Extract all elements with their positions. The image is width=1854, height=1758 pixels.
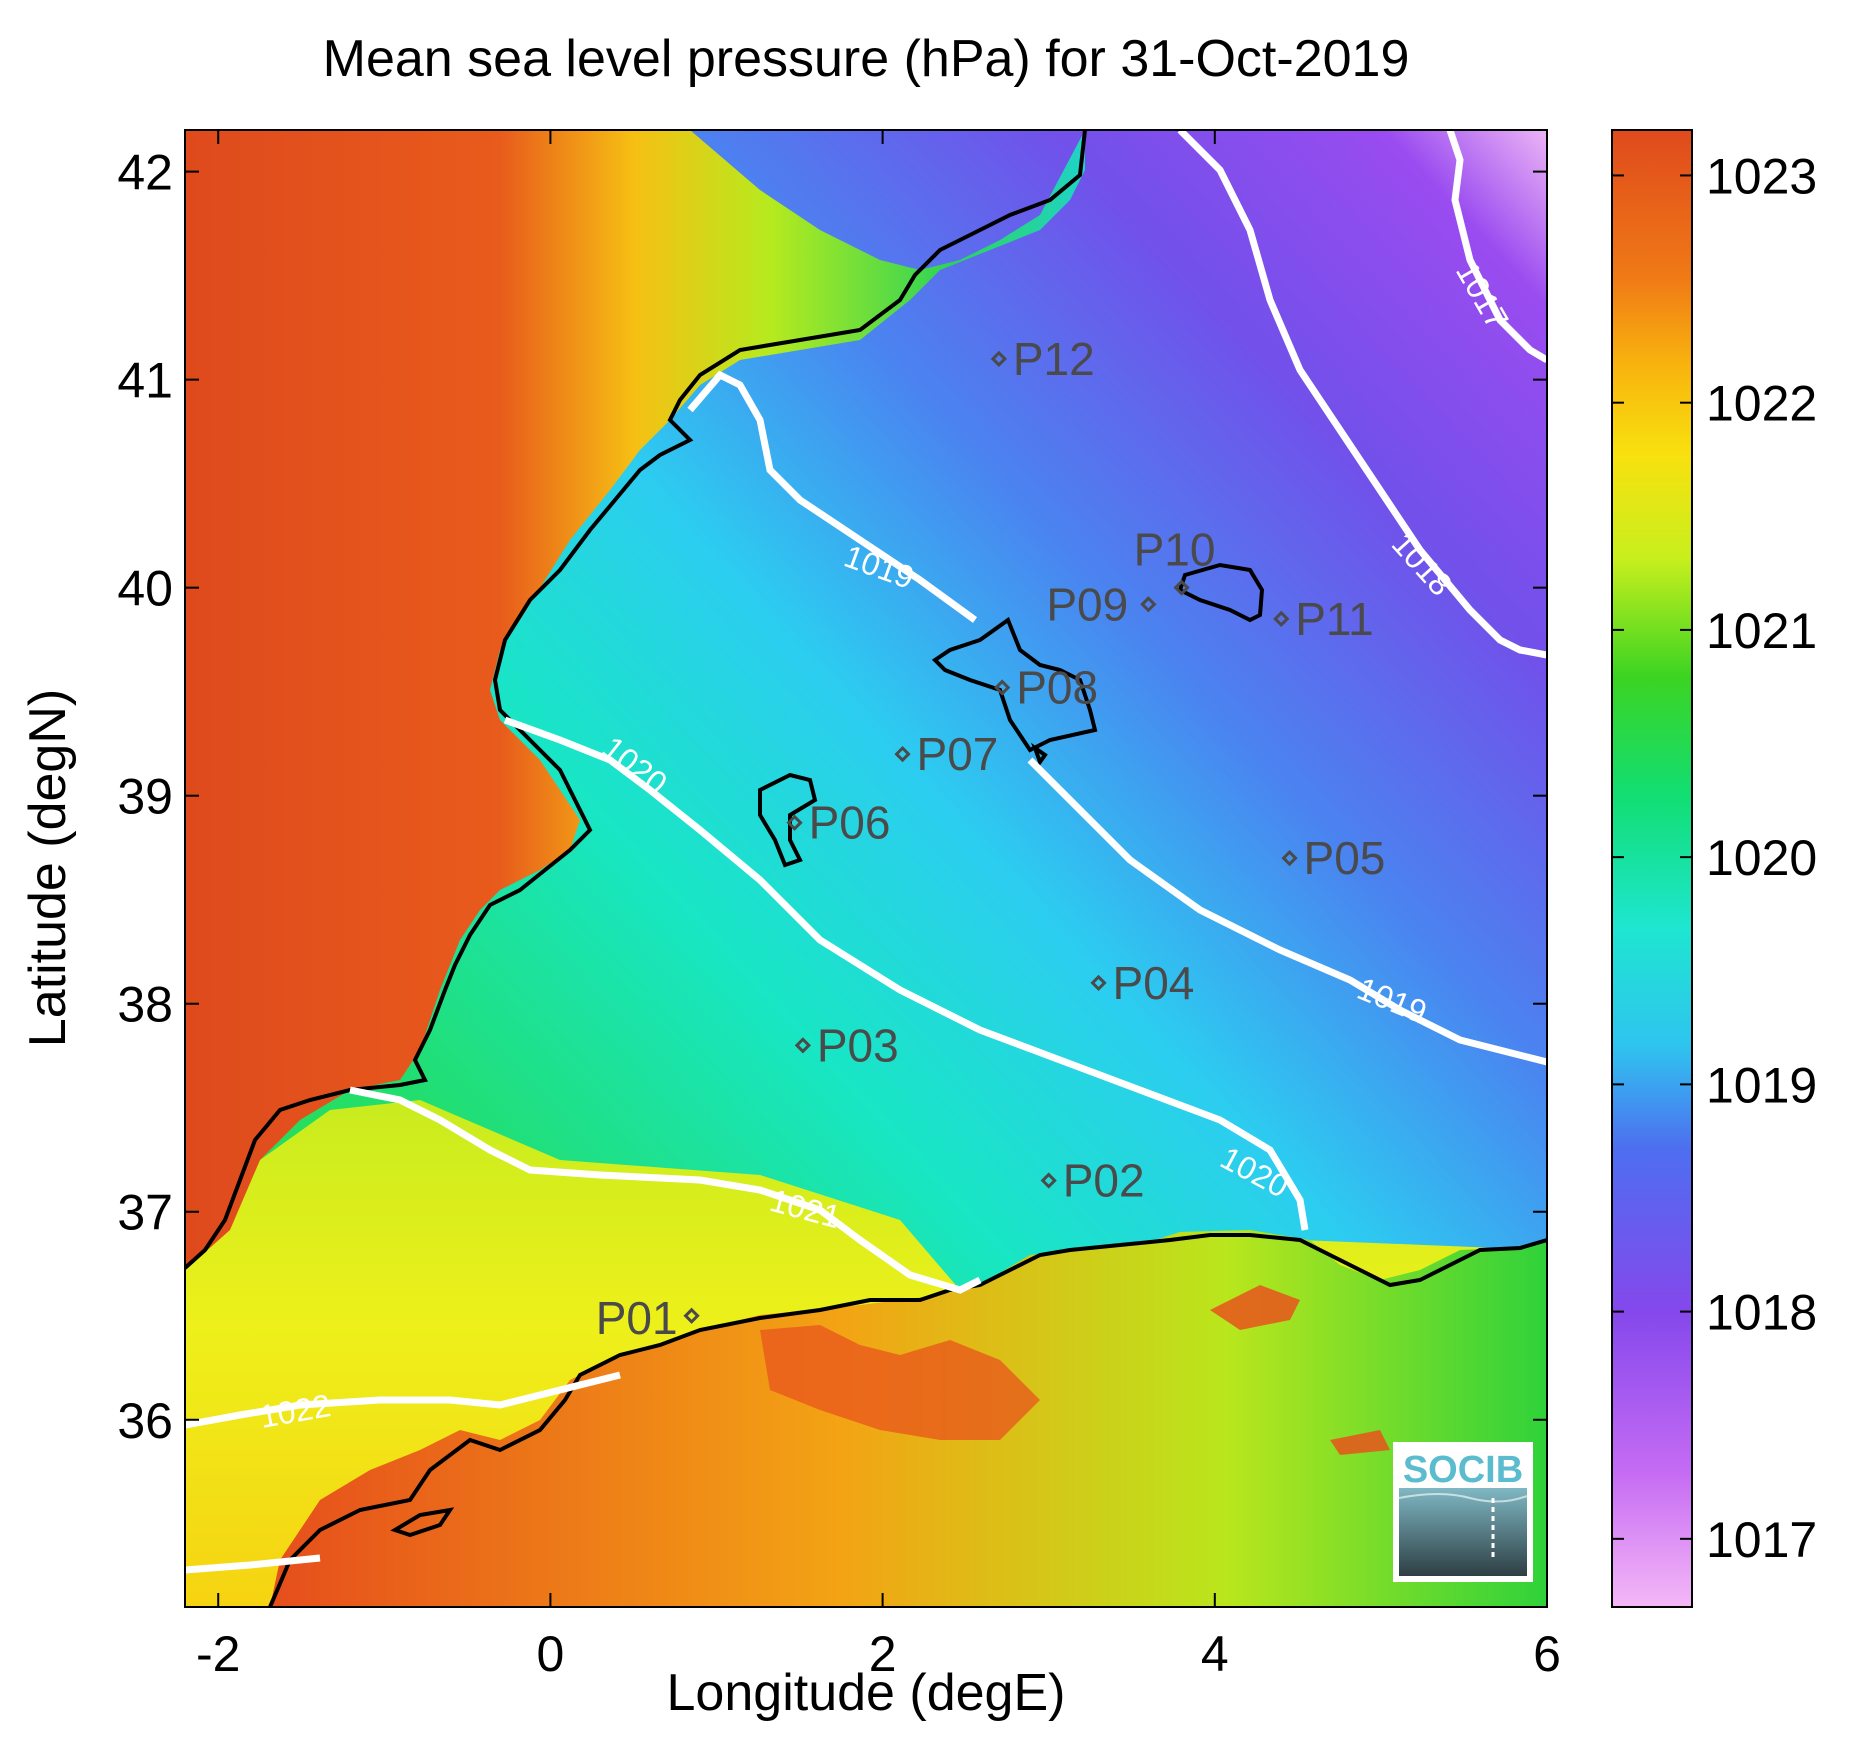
- mallorca-coastline: [931, 616, 1098, 753]
- station-label: P11: [1295, 593, 1373, 645]
- station-marker: [1040, 1172, 1057, 1189]
- station-label: P10: [1134, 524, 1216, 576]
- colorbar-tick-label: 1022: [1706, 376, 1817, 432]
- socib-logo-text: SOCIB: [1403, 1449, 1523, 1491]
- colorbar-tick-label: 1020: [1706, 830, 1817, 886]
- y-tick-label: 41: [117, 353, 173, 409]
- africa-coastline: [268, 1233, 1547, 1607]
- isobar-1020: [503, 716, 1309, 1231]
- iberia-coastline: [185, 130, 1087, 1270]
- station-marker: [994, 679, 1011, 696]
- colorbar: 1017 1018 1019 1020 1021 1022 1023: [1611, 129, 1817, 1608]
- x-tick-label: 0: [537, 1626, 565, 1682]
- ibiza-coastline: [758, 772, 818, 868]
- station-label: P09: [1046, 578, 1128, 630]
- isobar-1022-south: [185, 1554, 321, 1574]
- colorbar-tick-label: 1019: [1706, 1057, 1817, 1113]
- socib-logo: SOCIB: [1393, 1442, 1533, 1582]
- colorbar-tick-label: 1017: [1706, 1512, 1817, 1568]
- station-p02: P02: [1040, 1155, 1145, 1207]
- colorbar-tick-label: 1023: [1706, 148, 1817, 204]
- station-marker: [794, 1037, 812, 1054]
- isobar-1019-south: [1027, 757, 1547, 1066]
- station-label: P05: [1304, 832, 1386, 884]
- station-p04: P04: [1090, 957, 1195, 1009]
- station-marker: [1273, 610, 1290, 627]
- x-tick-label: 6: [1533, 1626, 1561, 1682]
- station-p12: P12: [990, 333, 1095, 385]
- station-p06: P06: [786, 797, 891, 849]
- isobar-1021: [349, 1086, 982, 1294]
- station-label: P03: [817, 1019, 899, 1071]
- station-p05: P05: [1281, 832, 1386, 884]
- station-marker: [990, 350, 1008, 367]
- coastlines: [185, 130, 1547, 1607]
- colorbar-tick-label: 1021: [1706, 603, 1817, 659]
- menorca-coastline: [1177, 562, 1265, 623]
- y-tick-label: 40: [117, 561, 173, 617]
- station-marker: [1281, 849, 1298, 867]
- x-tick-label: -2: [196, 1626, 240, 1682]
- station-label: P07: [917, 728, 999, 780]
- station-p11: P11: [1273, 593, 1374, 645]
- iberia-land: [185, 130, 1085, 1270]
- pressure-field: [185, 130, 1547, 1607]
- alboran-coastline: [390, 1507, 455, 1538]
- y-tick-label: 36: [117, 1393, 173, 1449]
- y-tick-label: 37: [117, 1185, 173, 1241]
- y-tick-label: 38: [117, 977, 173, 1033]
- station-p03: P03: [794, 1019, 899, 1071]
- isobar-1018: [1177, 130, 1547, 659]
- socib-logo-wave: [1398, 1493, 1528, 1503]
- colorbar-ticks: 1017 1018 1019 1020 1021 1022 1023: [1612, 148, 1817, 1568]
- station-label: P12: [1013, 333, 1095, 385]
- station-marker: [1140, 596, 1157, 613]
- station-label: P08: [1016, 662, 1098, 714]
- station-p08: P08: [994, 662, 1098, 714]
- axes: -2 0 2 4 6 36 37 38 39 40 41 42: [117, 130, 1561, 1682]
- y-axis-title: Latitude (degN): [19, 689, 77, 1047]
- chart-title: Mean sea level pressure (hPa) for 31-Oct…: [323, 30, 1410, 88]
- station-p01: P01: [596, 1292, 700, 1344]
- isobar-1019-north: [687, 370, 978, 623]
- station-marker: [1173, 579, 1190, 596]
- isobar-1017: [1446, 130, 1547, 364]
- station-marker: [1090, 974, 1107, 992]
- station-label: P06: [809, 797, 891, 849]
- isobar-1022: [185, 1371, 621, 1429]
- y-tick-label: 39: [117, 769, 173, 825]
- x-tick-label: 2: [869, 1626, 897, 1682]
- y-tick-label: 42: [117, 145, 173, 201]
- station-marker: [683, 1307, 700, 1324]
- africa-hotspots-east: [1210, 1285, 1390, 1455]
- x-axis-title: Longitude (degE): [667, 1664, 1066, 1722]
- plot-frame: [184, 129, 1548, 1608]
- africa-hotspots: [760, 1325, 1040, 1440]
- colorbar-tick-label: 1018: [1706, 1285, 1817, 1341]
- cabrera-coastline: [1031, 742, 1048, 767]
- station-p09: P09: [1046, 578, 1157, 630]
- isobars: [185, 130, 1547, 1574]
- x-tick-label: 4: [1201, 1626, 1229, 1682]
- station-label: P02: [1063, 1155, 1145, 1207]
- socib-logo-fill: [1399, 1488, 1527, 1576]
- station-marker: [786, 814, 803, 831]
- station-label: P04: [1113, 957, 1195, 1009]
- station-label: P01: [596, 1292, 678, 1344]
- station-marker: [894, 745, 911, 763]
- station-p07: P07: [894, 728, 999, 780]
- colorbar-gradient: [1611, 129, 1693, 1608]
- station-p10: P10: [1134, 524, 1216, 596]
